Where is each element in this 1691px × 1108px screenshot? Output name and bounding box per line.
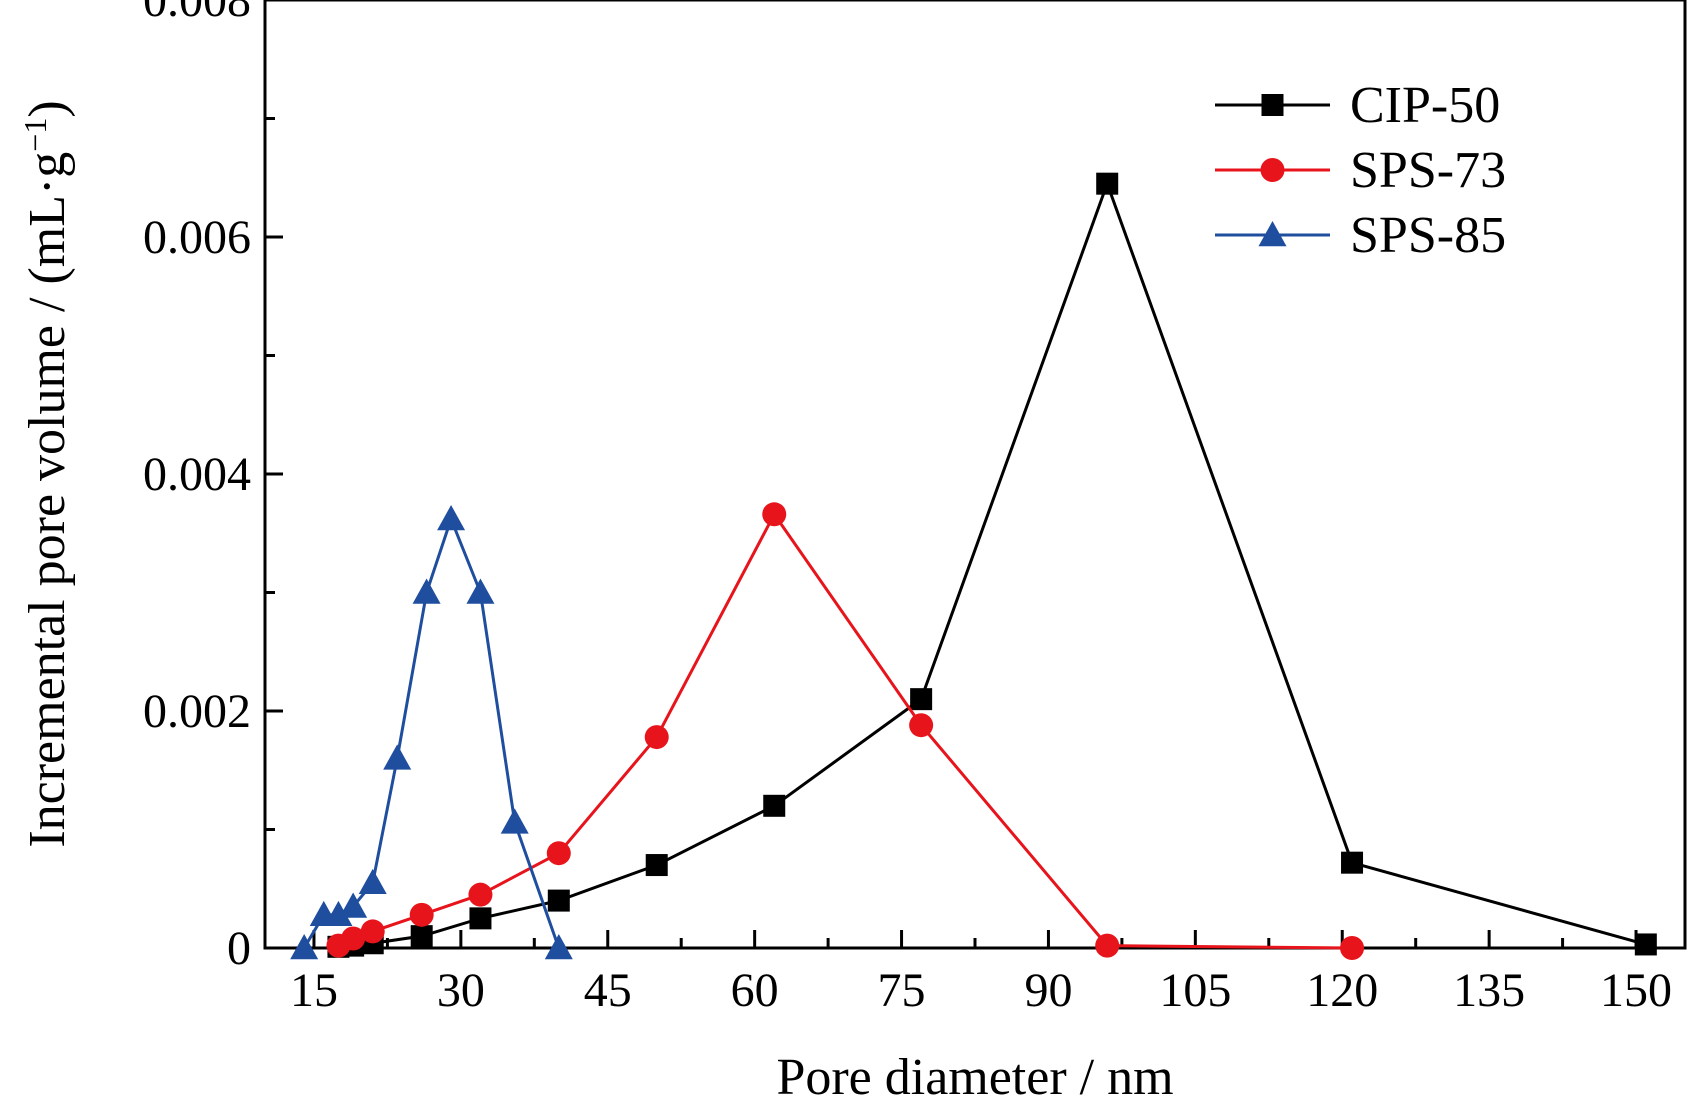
x-tick-label: 30 (437, 964, 485, 1017)
data-point (1341, 851, 1364, 874)
data-point (644, 725, 669, 750)
x-tick-label: 150 (1600, 964, 1672, 1017)
legend-item: CIP-50 (1215, 77, 1500, 134)
legend-item: SPS-73 (1215, 142, 1506, 199)
y-tick-label: 0.006 (143, 211, 251, 264)
data-point (360, 919, 385, 944)
series-layer (290, 172, 1657, 960)
series-sps-85 (290, 505, 573, 960)
legend-label: CIP-50 (1350, 77, 1500, 134)
x-tick-label: 120 (1306, 964, 1378, 1017)
x-tick-label: 45 (584, 964, 632, 1017)
x-axis-ticks: 15 30 45 60 75 90 105 120 135 150 (290, 930, 1672, 1017)
y-axis-title-main: Incremental pore volume / (mL·g (19, 152, 76, 848)
x-axis-title: Pore diameter / nm (776, 1049, 1173, 1106)
y-tick-label: 0 (227, 922, 251, 975)
y-axis-title: Incremental pore volume / (mL·g−1) (17, 100, 76, 847)
data-point (341, 926, 366, 951)
legend-label: SPS-85 (1350, 207, 1506, 264)
y-tick-label: 0.002 (143, 685, 251, 738)
series-cip-50 (327, 172, 1657, 958)
data-point (500, 808, 529, 834)
x-tick-label: 15 (290, 964, 338, 1017)
y-axis-title-end: ) (19, 100, 76, 117)
data-point (762, 502, 787, 527)
data-point (466, 578, 495, 604)
series-sps-73 (326, 502, 1365, 960)
legend-label: SPS-73 (1350, 142, 1506, 199)
data-point (469, 907, 492, 930)
data-point (1095, 933, 1120, 958)
legend-marker (1260, 158, 1285, 182)
data-point (1096, 172, 1119, 195)
data-point (409, 902, 434, 927)
legend: CIP-50 SPS-73 SPS-85 (1215, 77, 1506, 264)
data-point (546, 841, 571, 866)
data-point (909, 713, 934, 738)
x-tick-label: 135 (1453, 964, 1525, 1017)
x-tick-label: 105 (1159, 964, 1231, 1017)
data-point (437, 505, 466, 531)
data-point (645, 854, 668, 877)
legend-marker (1258, 221, 1287, 247)
legend-marker (1261, 94, 1284, 116)
data-point (544, 934, 573, 960)
data-point (290, 934, 319, 960)
data-point (412, 578, 441, 604)
data-point (358, 868, 387, 895)
y-axis-ticks: 0 0.002 0.004 0.006 0.008 (143, 0, 283, 975)
data-point (383, 744, 412, 770)
data-point (324, 900, 353, 927)
x-tick-label: 75 (878, 964, 926, 1017)
data-point (547, 889, 570, 912)
data-point (763, 794, 786, 817)
y-tick-label: 0.008 (143, 0, 251, 27)
series-line (302, 517, 561, 949)
data-point (1340, 936, 1365, 960)
data-point (1634, 933, 1657, 956)
y-tick-label: 0.004 (143, 448, 251, 501)
data-point (910, 688, 933, 711)
legend-item: SPS-85 (1215, 207, 1506, 264)
x-tick-label: 90 (1024, 964, 1072, 1017)
y-axis-title-superscript: −1 (17, 118, 53, 152)
series-line (337, 512, 1353, 950)
data-point (410, 925, 433, 948)
data-point (468, 882, 493, 907)
series-line (338, 182, 1647, 949)
data-point (339, 892, 368, 918)
x-tick-label: 60 (731, 964, 779, 1017)
